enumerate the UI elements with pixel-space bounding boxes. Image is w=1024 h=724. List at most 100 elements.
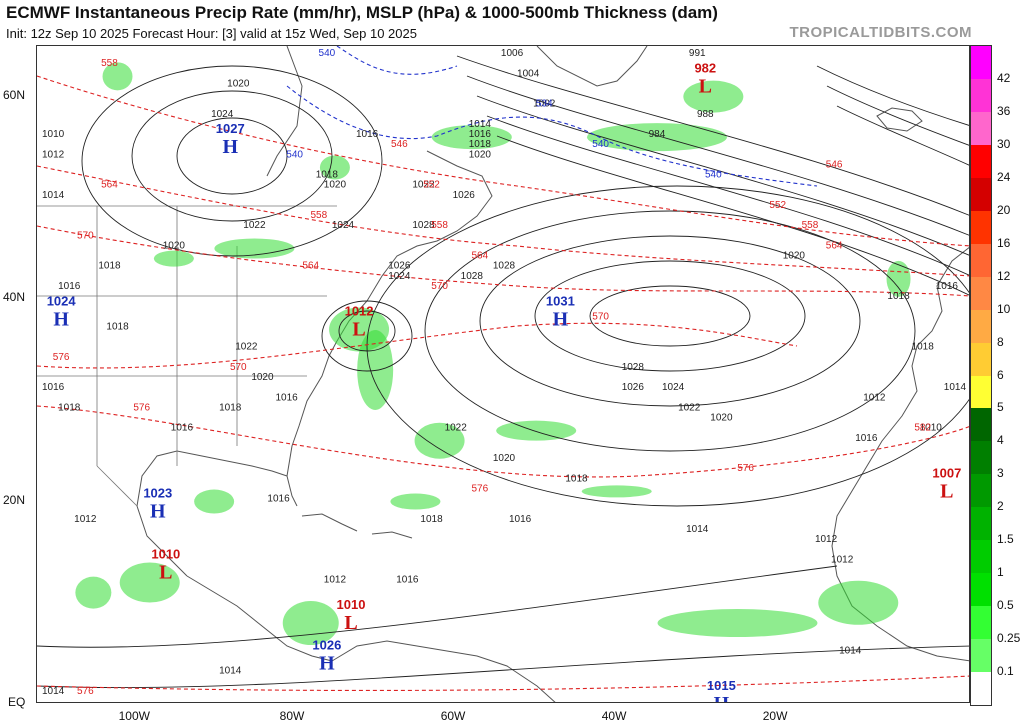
- colorbar-segment: [971, 210, 991, 245]
- precip-area: [581, 485, 652, 498]
- isobar-label: 1020: [493, 453, 516, 464]
- low-center-symbol: L: [699, 75, 712, 97]
- colorbar-label: 30: [997, 136, 1011, 151]
- isobar-label: 1016: [356, 129, 379, 140]
- isobar-label: 984: [649, 129, 666, 140]
- isobar-label: 1018: [219, 402, 242, 413]
- isobar-label: 1012: [831, 554, 854, 565]
- precip-area: [214, 238, 295, 259]
- isobar-label: 1020: [227, 78, 250, 89]
- colorbar-label: 6: [997, 367, 1004, 382]
- colorbar-label: 1: [997, 565, 1004, 580]
- isobar-label: 1028: [412, 220, 435, 231]
- high-center-value: 1015: [707, 678, 736, 693]
- lon-label-20w: 20W: [762, 709, 788, 723]
- thickness-label: 558: [431, 220, 448, 231]
- isobar-label: 991: [689, 48, 706, 59]
- isobar-label: 1004: [517, 68, 540, 79]
- colorbar-segment: [971, 78, 991, 113]
- map-subtitle: Init: 12z Sep 10 2025 Forecast Hour: [3]…: [6, 26, 417, 41]
- isobar-label: 1020: [324, 180, 347, 191]
- high-center-value: 1023: [143, 486, 172, 501]
- lat-label-eq: EQ: [8, 695, 26, 709]
- isobar-label: 1026: [388, 261, 411, 272]
- isobar-label: 1022: [412, 180, 435, 191]
- high-center-value: 1031: [546, 293, 575, 308]
- isobar-label: 1010: [42, 129, 65, 140]
- low-center-value: 1007: [932, 465, 961, 480]
- colorbar-label: 1.5: [997, 532, 1014, 547]
- thickness-label: 582: [914, 423, 931, 434]
- colorbar-label: 4: [997, 433, 1004, 448]
- colorbar-segment: [971, 606, 991, 640]
- colorbar-label: 42: [997, 70, 1011, 85]
- isobar-label: 1022: [243, 220, 266, 231]
- isobar-label: 1010: [920, 423, 943, 434]
- isobar-labels: 1020 1024 1012 1014 1010 1016 1018 1020 1022 1014…: [42, 48, 966, 697]
- thickness-contours: [37, 46, 969, 692]
- precip-area: [102, 62, 133, 91]
- map-panel: 1020 1024 1012 1014 1010 1016 1018 1020 1022 1014…: [36, 45, 970, 703]
- isobar-label: 1018: [420, 514, 443, 525]
- colorbar-label: 5: [997, 400, 1004, 415]
- isobar-label: 1022: [235, 342, 258, 353]
- colorbar-segment: [971, 177, 991, 212]
- isobar-label: 1022: [445, 423, 468, 434]
- isobar-label: 1022: [678, 402, 701, 413]
- isobar-label: 1018: [58, 402, 81, 413]
- low-center-value: 1010: [337, 597, 366, 612]
- precip-area: [818, 580, 899, 625]
- colorbar-label: 0.25: [997, 631, 1021, 646]
- precip-colorbar: [970, 45, 992, 706]
- thickness-label: 576: [737, 463, 754, 474]
- low-center-symbol: L: [344, 612, 357, 634]
- isobar-label: 1014: [686, 524, 709, 535]
- thickness-label: 564: [101, 180, 118, 191]
- thickness-label: 564: [826, 240, 843, 251]
- colorbar-segment: [971, 672, 991, 706]
- high-center-symbol: H: [319, 653, 335, 675]
- high-center-value: 1024: [47, 293, 77, 308]
- isobar-label: 1012: [324, 575, 347, 586]
- thickness-label: 552: [769, 200, 786, 211]
- colorbar-label: 0.5: [997, 598, 1014, 613]
- lon-label-60w: 60W: [440, 709, 466, 723]
- isobar-label: 1020: [251, 372, 274, 383]
- isobar-label: 1018: [565, 473, 588, 484]
- colorbar-segment: [971, 144, 991, 179]
- isobar-label: 1016: [267, 494, 290, 505]
- colorbar-label: 8: [997, 334, 1004, 349]
- low-center-value: 1010: [151, 546, 180, 561]
- isobar-label: 1016: [396, 575, 419, 586]
- high-center-value: 1027: [216, 121, 245, 136]
- isobar-label: 1020: [469, 149, 492, 160]
- thickness-label: 576: [77, 686, 94, 697]
- isobar-contours: [37, 55, 969, 689]
- high-center-symbol: H: [714, 693, 730, 703]
- isobar-label: 1024: [388, 271, 411, 282]
- thickness-label: 534: [536, 99, 553, 110]
- colorbar-label: 16: [997, 235, 1011, 250]
- colorbar-segment: [971, 540, 991, 574]
- colorbar-label: 12: [997, 268, 1011, 283]
- thickness-label: 570: [230, 362, 247, 373]
- precip-area: [119, 562, 180, 603]
- precipitation-field: [75, 62, 911, 646]
- colorbar-segment: [971, 573, 991, 607]
- isobar-label: 1014: [839, 645, 862, 656]
- colorbar-segment: [971, 408, 991, 442]
- isobar-label: 1018: [912, 342, 935, 353]
- precip-area: [657, 609, 818, 638]
- thickness-label: 570: [431, 281, 448, 292]
- lat-label-20n: 20N: [3, 492, 26, 507]
- thickness-label: 558: [802, 220, 819, 231]
- isobar-label: 1020: [163, 240, 186, 251]
- precip-area: [390, 493, 441, 510]
- isobar-label: 1020: [783, 251, 806, 262]
- precip-area: [886, 260, 911, 297]
- isobar-label: 1002: [533, 99, 556, 110]
- colorbar-segment: [971, 243, 991, 278]
- colorbar-label: 2: [997, 499, 1004, 514]
- isobar-label: 1024: [332, 220, 355, 231]
